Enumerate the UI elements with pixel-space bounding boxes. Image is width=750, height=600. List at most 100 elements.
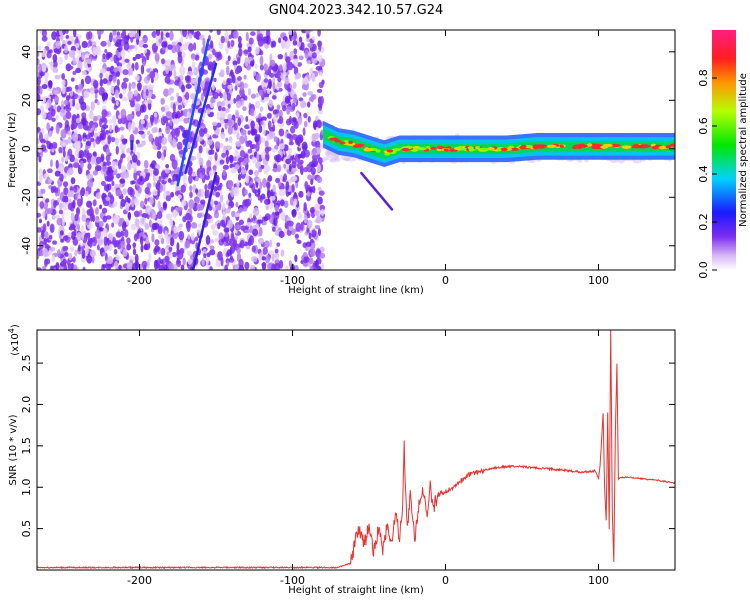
noise-speckle	[213, 210, 219, 219]
noise-speckle	[303, 76, 309, 86]
x-tick-label: 100	[588, 574, 609, 587]
noise-speckle	[208, 155, 213, 162]
noise-speckle	[253, 170, 259, 177]
noise-speckle	[114, 260, 119, 270]
noise-speckle	[291, 161, 297, 169]
noise-speckle	[168, 262, 174, 270]
noise-speckle	[257, 134, 261, 139]
noise-speckle	[37, 127, 41, 133]
noise-speckle	[205, 133, 211, 138]
noise-speckle	[45, 258, 51, 265]
noise-speckle	[104, 48, 108, 54]
noise-speckle	[105, 129, 109, 135]
noise-speckle	[160, 97, 165, 105]
noise-speckle	[92, 151, 97, 157]
noise-speckle	[58, 56, 63, 65]
noise-speckle	[179, 37, 184, 44]
noise-speckle	[176, 141, 183, 150]
noise-speckle	[72, 70, 77, 75]
noise-speckle	[208, 149, 213, 156]
noise-speckle	[176, 248, 181, 256]
noise-speckle	[217, 222, 221, 229]
noise-speckle	[311, 147, 317, 156]
noise-speckle	[198, 223, 202, 228]
noise-speckle	[182, 130, 188, 139]
noise-speckle	[93, 132, 98, 138]
noise-speckle	[274, 204, 280, 212]
noise-speckle	[169, 218, 173, 228]
noise-speckle	[142, 43, 149, 49]
noise-speckle	[287, 87, 292, 93]
noise-speckle	[120, 240, 126, 249]
noise-speckle	[293, 48, 298, 55]
noise-speckle	[99, 72, 103, 79]
noise-speckle	[148, 133, 154, 143]
noise-speckle	[246, 222, 252, 227]
noise-speckle	[122, 69, 129, 76]
noise-speckle	[179, 65, 186, 76]
noise-speckle	[38, 218, 43, 224]
noise-speckle	[140, 235, 144, 246]
noise-speckle	[126, 35, 130, 41]
noise-speckle	[298, 190, 304, 198]
noise-speckle	[72, 97, 76, 107]
noise-speckle	[250, 31, 256, 37]
noise-speckle	[289, 50, 294, 61]
noise-speckle	[86, 59, 92, 64]
noise-speckle	[320, 208, 325, 217]
noise-speckle	[300, 221, 304, 231]
noise-speckle	[223, 91, 227, 102]
noise-speckle	[233, 122, 238, 131]
noise-speckle	[160, 237, 165, 245]
noise-speckle	[165, 65, 170, 75]
noise-speckle	[95, 215, 100, 220]
noise-speckle	[225, 60, 230, 66]
noise-speckle	[186, 141, 192, 149]
noise-speckle	[151, 222, 158, 231]
colorbar-gradient	[712, 30, 736, 270]
noise-speckle	[62, 149, 66, 158]
noise-speckle	[54, 170, 61, 177]
noise-speckle	[291, 167, 298, 173]
noise-speckle	[67, 167, 74, 176]
noise-speckle	[296, 112, 300, 118]
noise-speckle	[96, 237, 104, 246]
noise-speckle	[233, 97, 237, 104]
band-core-blob	[572, 145, 578, 150]
noise-speckle	[207, 53, 213, 59]
noise-speckle	[198, 128, 205, 137]
noise-speckle	[302, 92, 307, 97]
band-core-blob	[329, 137, 338, 141]
noise-speckle	[148, 252, 152, 263]
noise-speckle	[311, 56, 318, 64]
noise-speckle	[121, 96, 128, 102]
band-core-blob	[479, 147, 490, 152]
noise-speckle	[268, 99, 273, 108]
noise-speckle	[38, 240, 44, 250]
noise-speckle	[74, 140, 81, 151]
noise-speckle	[54, 74, 61, 80]
noise-speckle	[317, 30, 321, 37]
noise-speckle	[260, 116, 267, 122]
noise-speckle	[263, 215, 269, 222]
noise-speckle	[105, 154, 111, 162]
noise-speckle	[271, 226, 276, 232]
noise-speckle	[114, 137, 120, 146]
noise-speckle	[61, 156, 65, 163]
noise-speckle	[315, 65, 322, 71]
noise-speckle	[83, 90, 90, 98]
noise-speckle	[178, 112, 183, 118]
noise-speckle	[90, 89, 95, 95]
noise-speckle	[239, 81, 245, 91]
noise-speckle	[278, 230, 285, 238]
y-tick-label: 0.5	[20, 520, 33, 538]
noise-speckle	[158, 264, 165, 270]
noise-speckle	[58, 165, 64, 173]
y-tick-label: 0	[20, 145, 33, 152]
noise-speckle	[311, 52, 317, 59]
noise-speckle	[113, 240, 118, 248]
noise-speckle	[177, 206, 183, 212]
noise-speckle	[315, 215, 322, 224]
band-haze	[333, 154, 340, 161]
noise-speckle	[53, 200, 57, 208]
